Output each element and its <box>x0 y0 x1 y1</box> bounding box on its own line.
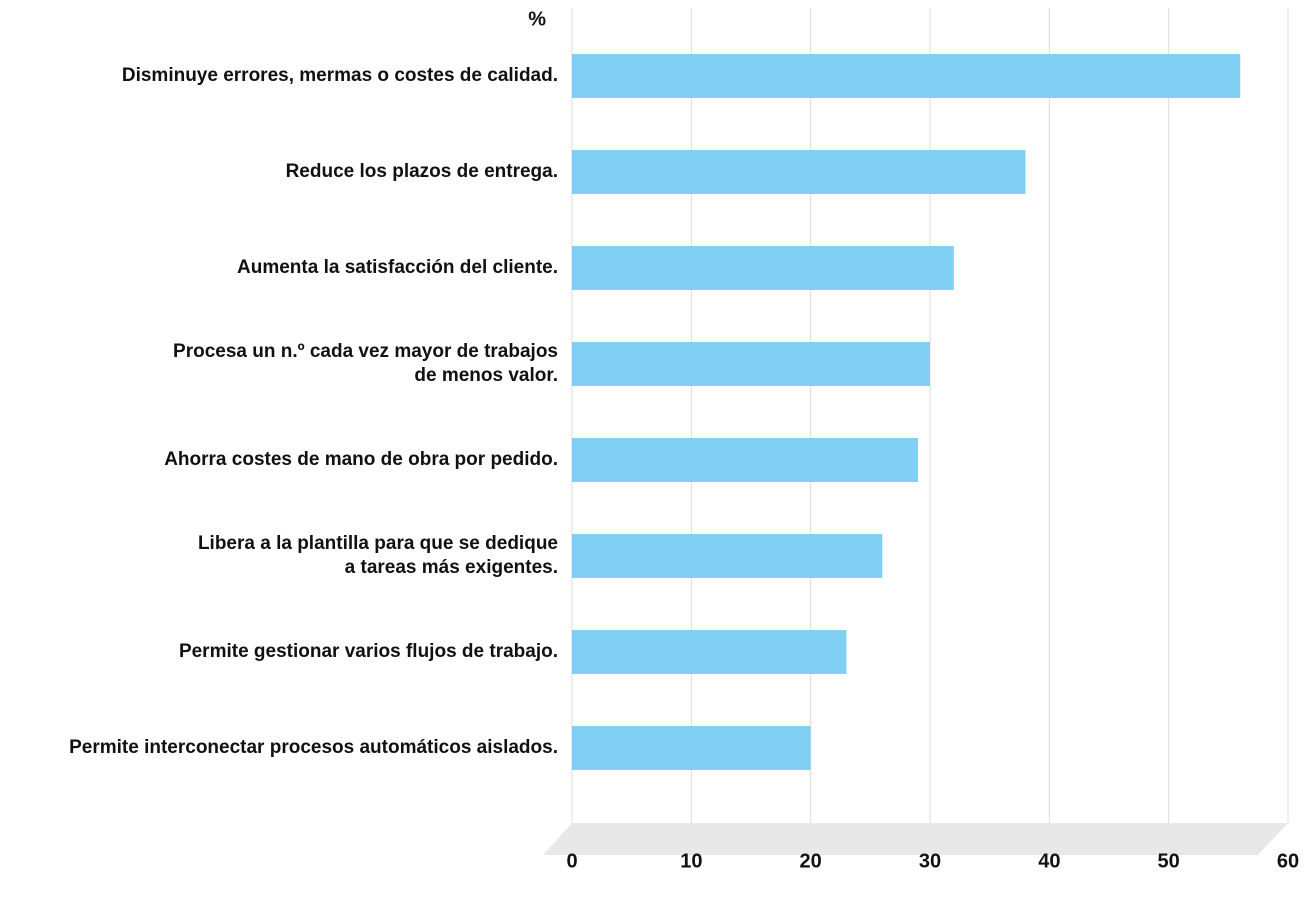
bar <box>572 246 954 290</box>
x-tick-label: 50 <box>1158 850 1180 872</box>
y-tick-label: Reduce los plazos de entrega. <box>285 161 558 182</box>
bar <box>572 534 883 578</box>
bar <box>572 342 930 386</box>
floor <box>543 823 1288 855</box>
y-tick-label: Disminuye errores, mermas o costes de ca… <box>121 65 558 86</box>
y-tick-label: Permite interconectar procesos automátic… <box>69 737 558 758</box>
y-tick-label: Ahorra costes de mano de obra por pedido… <box>164 449 558 470</box>
x-tick-label: 30 <box>919 850 941 872</box>
x-tick-label: 60 <box>1277 850 1299 872</box>
x-tick-label: 0 <box>566 850 577 872</box>
y-tick-label: Libera a la plantilla para que se dediqu… <box>197 533 558 578</box>
x-tick-label: 20 <box>800 850 822 872</box>
bar <box>572 438 919 482</box>
bar <box>572 630 847 674</box>
bar <box>572 54 1241 98</box>
x-tick-label: 10 <box>680 850 702 872</box>
bar <box>572 726 811 770</box>
x-tick-label: 40 <box>1038 850 1060 872</box>
y-tick-label: Procesa un n.º cada vez mayor de trabajo… <box>173 341 558 386</box>
y-tick-label: Permite gestionar varios flujos de traba… <box>178 641 558 662</box>
y-tick-label: Aumenta la satisfacción del cliente. <box>237 257 558 278</box>
x-axis-label: % <box>528 8 546 30</box>
bar <box>572 150 1026 194</box>
